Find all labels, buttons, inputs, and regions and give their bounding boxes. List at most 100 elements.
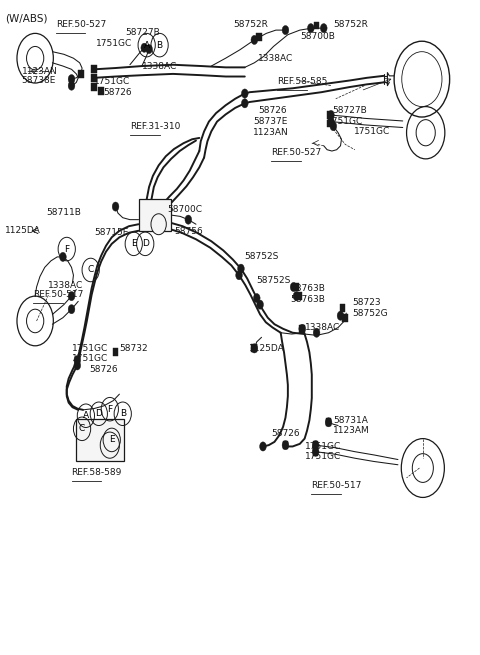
- Text: 58726: 58726: [104, 88, 132, 97]
- Text: REF.50-517: REF.50-517: [311, 481, 361, 490]
- Circle shape: [257, 300, 264, 309]
- Circle shape: [74, 356, 81, 365]
- Text: 1338AC: 1338AC: [48, 280, 83, 290]
- Text: REF.50-527: REF.50-527: [271, 148, 321, 157]
- Text: B: B: [120, 409, 126, 419]
- Text: 58715E: 58715E: [94, 228, 128, 237]
- Text: 1123AM: 1123AM: [333, 426, 370, 436]
- Text: B: B: [156, 41, 163, 50]
- Text: 58727B: 58727B: [332, 106, 367, 115]
- Text: 58726: 58726: [271, 429, 300, 438]
- Circle shape: [308, 24, 314, 33]
- Circle shape: [241, 89, 248, 98]
- Text: 58752S: 58752S: [257, 276, 291, 285]
- FancyBboxPatch shape: [139, 199, 171, 231]
- Text: 58752R: 58752R: [233, 20, 268, 29]
- Text: 1751GC: 1751GC: [305, 442, 341, 451]
- Text: D: D: [142, 239, 149, 248]
- Circle shape: [312, 447, 319, 457]
- Circle shape: [241, 99, 248, 108]
- Text: 58763B: 58763B: [290, 284, 325, 293]
- Circle shape: [312, 441, 319, 450]
- Circle shape: [290, 282, 297, 291]
- Circle shape: [68, 291, 75, 301]
- Circle shape: [313, 328, 320, 337]
- Text: 1751GC: 1751GC: [327, 117, 363, 126]
- Circle shape: [260, 442, 266, 451]
- Circle shape: [251, 344, 258, 353]
- Text: (W/ABS): (W/ABS): [5, 14, 48, 24]
- FancyBboxPatch shape: [91, 66, 97, 73]
- Circle shape: [60, 252, 66, 261]
- Text: 1338AC: 1338AC: [142, 62, 177, 71]
- Circle shape: [74, 361, 81, 370]
- Text: 1751GC: 1751GC: [96, 39, 132, 48]
- Circle shape: [327, 111, 334, 120]
- Text: REF.31-310: REF.31-310: [130, 122, 180, 131]
- Text: 58731A: 58731A: [333, 416, 368, 425]
- FancyBboxPatch shape: [78, 70, 84, 78]
- Text: 1338AC: 1338AC: [258, 54, 293, 63]
- Text: 58732: 58732: [120, 344, 148, 353]
- Circle shape: [251, 35, 258, 45]
- Text: 1751GC: 1751GC: [354, 127, 390, 136]
- Text: REF.50-527: REF.50-527: [56, 20, 106, 29]
- FancyBboxPatch shape: [256, 33, 262, 41]
- Circle shape: [151, 214, 166, 234]
- FancyBboxPatch shape: [294, 283, 300, 291]
- Circle shape: [325, 418, 332, 427]
- Text: 58756: 58756: [174, 227, 203, 236]
- Circle shape: [68, 305, 75, 314]
- FancyBboxPatch shape: [98, 87, 104, 95]
- FancyBboxPatch shape: [113, 348, 119, 356]
- Text: C: C: [87, 265, 94, 274]
- Text: E: E: [131, 239, 137, 248]
- Text: REF.58-585: REF.58-585: [277, 77, 328, 86]
- Text: 58726: 58726: [258, 106, 287, 115]
- Text: 58738E: 58738E: [21, 76, 55, 85]
- FancyBboxPatch shape: [314, 22, 320, 29]
- Circle shape: [185, 215, 192, 224]
- FancyBboxPatch shape: [252, 345, 257, 352]
- Text: REF.58-589: REF.58-589: [72, 468, 122, 477]
- Circle shape: [321, 24, 327, 33]
- Text: 58700C: 58700C: [167, 206, 202, 214]
- FancyBboxPatch shape: [327, 120, 333, 128]
- FancyBboxPatch shape: [283, 441, 288, 449]
- FancyBboxPatch shape: [297, 292, 302, 300]
- Circle shape: [112, 202, 119, 211]
- Circle shape: [141, 43, 148, 52]
- FancyBboxPatch shape: [76, 419, 124, 462]
- FancyBboxPatch shape: [91, 83, 97, 91]
- Circle shape: [238, 264, 244, 273]
- Circle shape: [282, 26, 289, 35]
- Text: 58752R: 58752R: [333, 20, 368, 29]
- FancyBboxPatch shape: [327, 111, 333, 119]
- Circle shape: [253, 293, 260, 303]
- Circle shape: [68, 81, 75, 90]
- FancyBboxPatch shape: [325, 419, 331, 426]
- FancyBboxPatch shape: [313, 441, 319, 449]
- Text: 1338AC: 1338AC: [305, 323, 340, 332]
- FancyBboxPatch shape: [342, 314, 348, 322]
- Text: 1751GC: 1751GC: [72, 344, 108, 353]
- Text: 58723: 58723: [352, 298, 381, 307]
- Text: 58737E: 58737E: [253, 117, 288, 126]
- Text: 1751GC: 1751GC: [72, 354, 108, 364]
- Text: 58700B: 58700B: [300, 32, 335, 41]
- Circle shape: [282, 441, 289, 450]
- Text: 58711B: 58711B: [46, 208, 81, 217]
- FancyBboxPatch shape: [300, 325, 305, 333]
- Text: 58763B: 58763B: [290, 295, 325, 304]
- Circle shape: [330, 122, 336, 131]
- Text: 58727B: 58727B: [125, 28, 160, 37]
- Text: C: C: [79, 424, 85, 434]
- Text: 1125DA: 1125DA: [4, 226, 40, 235]
- Circle shape: [327, 117, 334, 126]
- Text: REF.50-517: REF.50-517: [33, 290, 84, 299]
- Text: F: F: [64, 244, 69, 253]
- Text: A: A: [144, 41, 150, 50]
- Circle shape: [100, 432, 120, 458]
- Text: F: F: [107, 405, 112, 414]
- Text: 58726: 58726: [89, 365, 118, 375]
